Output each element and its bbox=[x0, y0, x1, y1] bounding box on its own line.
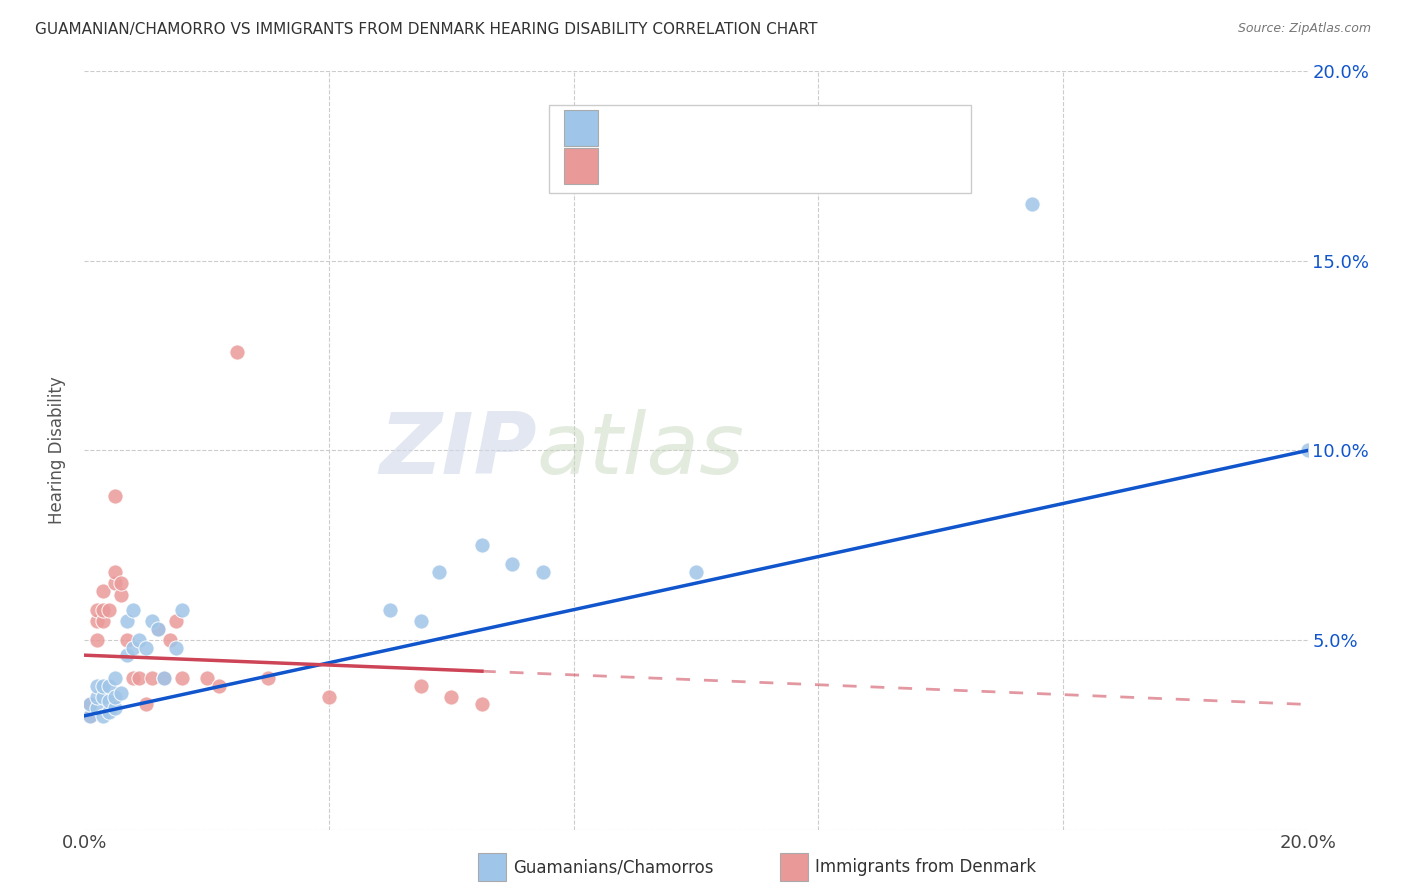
Point bbox=[172, 603, 194, 617]
Point bbox=[97, 603, 120, 617]
Point bbox=[122, 671, 145, 685]
Point bbox=[79, 698, 101, 712]
Point bbox=[159, 633, 181, 648]
Point bbox=[122, 603, 145, 617]
Point bbox=[409, 679, 432, 693]
Point bbox=[104, 576, 127, 591]
Point bbox=[86, 690, 108, 704]
Point bbox=[122, 640, 145, 655]
Point bbox=[97, 679, 120, 693]
Point bbox=[427, 565, 450, 579]
Point bbox=[531, 565, 554, 579]
Point bbox=[110, 576, 132, 591]
Text: GUAMANIAN/CHAMORRO VS IMMIGRANTS FROM DENMARK HEARING DISABILITY CORRELATION CHA: GUAMANIAN/CHAMORRO VS IMMIGRANTS FROM DE… bbox=[35, 22, 818, 37]
Point bbox=[208, 679, 231, 693]
Text: N = 35: N = 35 bbox=[769, 120, 837, 137]
Point bbox=[409, 614, 432, 628]
Text: R =: R = bbox=[616, 157, 655, 175]
Text: Immigrants from Denmark: Immigrants from Denmark bbox=[815, 858, 1036, 876]
Point bbox=[104, 701, 127, 715]
Point bbox=[86, 633, 108, 648]
Text: Source: ZipAtlas.com: Source: ZipAtlas.com bbox=[1237, 22, 1371, 36]
Point bbox=[502, 557, 524, 572]
Point bbox=[91, 583, 114, 598]
Point bbox=[104, 690, 127, 704]
Point bbox=[153, 671, 176, 685]
Point bbox=[195, 671, 218, 685]
Point bbox=[146, 622, 169, 636]
Point bbox=[165, 614, 187, 628]
Text: ZIP: ZIP bbox=[380, 409, 537, 492]
Text: 0.574: 0.574 bbox=[675, 120, 733, 137]
FancyBboxPatch shape bbox=[564, 148, 598, 185]
Point bbox=[91, 708, 114, 723]
Point bbox=[318, 690, 340, 704]
Point bbox=[471, 538, 494, 552]
Point bbox=[141, 614, 163, 628]
Point bbox=[110, 686, 132, 700]
Y-axis label: Hearing Disability: Hearing Disability bbox=[48, 376, 66, 524]
Point bbox=[165, 640, 187, 655]
Point bbox=[104, 489, 127, 503]
Point bbox=[440, 690, 463, 704]
Point bbox=[91, 603, 114, 617]
Point bbox=[79, 708, 101, 723]
Text: Guamanians/Chamorros: Guamanians/Chamorros bbox=[513, 858, 714, 876]
Text: N = 32: N = 32 bbox=[769, 157, 837, 175]
Point bbox=[79, 698, 101, 712]
Point bbox=[91, 690, 114, 704]
Text: R =: R = bbox=[616, 120, 655, 137]
Point bbox=[257, 671, 280, 685]
Point bbox=[128, 671, 150, 685]
Point bbox=[153, 671, 176, 685]
Point bbox=[86, 603, 108, 617]
Point bbox=[471, 698, 494, 712]
Point bbox=[115, 614, 138, 628]
Point bbox=[86, 701, 108, 715]
Point bbox=[86, 614, 108, 628]
Point bbox=[97, 705, 120, 719]
Point bbox=[115, 633, 138, 648]
Point bbox=[91, 614, 114, 628]
Point bbox=[1021, 197, 1043, 211]
Point bbox=[91, 679, 114, 693]
Point bbox=[115, 648, 138, 662]
Point bbox=[135, 698, 157, 712]
Point bbox=[104, 671, 127, 685]
Point bbox=[79, 708, 101, 723]
Text: atlas: atlas bbox=[537, 409, 745, 492]
Point bbox=[110, 588, 132, 602]
Point bbox=[226, 344, 249, 359]
Point bbox=[104, 565, 127, 579]
Point bbox=[128, 633, 150, 648]
Point bbox=[97, 694, 120, 708]
Point bbox=[86, 679, 108, 693]
Text: -0.105: -0.105 bbox=[675, 157, 740, 175]
Point bbox=[135, 640, 157, 655]
Point bbox=[141, 671, 163, 685]
Point bbox=[380, 603, 402, 617]
Point bbox=[685, 565, 707, 579]
Point bbox=[1296, 443, 1319, 458]
FancyBboxPatch shape bbox=[550, 105, 972, 193]
Point bbox=[146, 622, 169, 636]
FancyBboxPatch shape bbox=[564, 110, 598, 146]
Point bbox=[172, 671, 194, 685]
